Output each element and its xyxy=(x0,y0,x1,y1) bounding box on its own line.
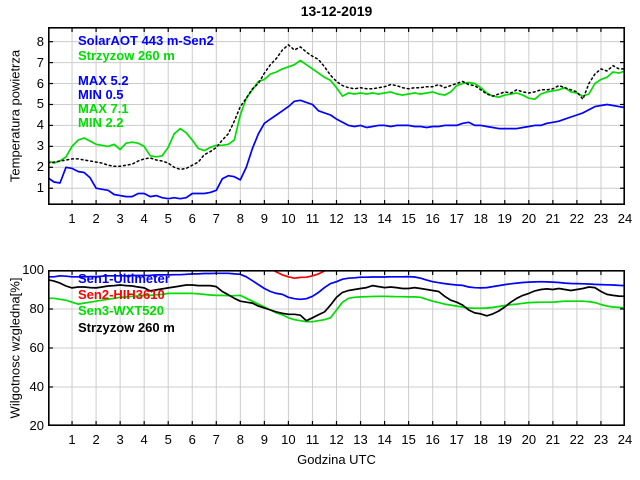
x-tick-label: 10 xyxy=(281,432,296,447)
legend-item: Sen2-HIH3610 xyxy=(78,287,165,302)
x-tick-label: 15 xyxy=(401,432,416,447)
x-tick-label: 21 xyxy=(545,211,561,226)
annotation: MIN 0.5 xyxy=(78,87,124,102)
legend-item: Sen1-Ultimeter xyxy=(78,271,170,286)
x-tick-label: 23 xyxy=(593,211,609,226)
gridlines xyxy=(48,27,625,205)
y-tick-label: 100 xyxy=(22,262,44,277)
x-tick-label: 11 xyxy=(305,211,320,226)
x-tick-label: 14 xyxy=(377,211,392,226)
legend-item: Sen3-WXT520 xyxy=(78,303,164,318)
x-tick-label: 12 xyxy=(329,432,344,447)
y-tick-label: 8 xyxy=(36,33,44,49)
x-tick-label: 7 xyxy=(212,432,220,447)
x-tick-label: 2 xyxy=(92,211,100,226)
x-tick-label: 24 xyxy=(617,432,633,447)
legend-item: SolarAOT 443 m-Sen2 xyxy=(78,33,214,48)
x-tick-label: 7 xyxy=(212,211,220,226)
annotation: MAX 7.1 xyxy=(78,101,129,116)
y-tick-label: 20 xyxy=(29,418,44,433)
x-tick-label: 9 xyxy=(260,432,268,447)
series-solaraot-443-m-sen2 xyxy=(48,99,625,200)
x-tick-label: 14 xyxy=(377,432,392,447)
x-tick-label: 8 xyxy=(236,432,244,447)
x-tick-label: 18 xyxy=(473,432,488,447)
x-tick-label: 6 xyxy=(188,211,196,226)
x-tick-label: 18 xyxy=(473,211,488,226)
y-tick-label: 4 xyxy=(36,117,44,133)
y-tick-label: 3 xyxy=(36,138,44,154)
y-tick-label: 40 xyxy=(29,379,44,394)
x-tick-label: 19 xyxy=(497,211,513,226)
x-tick-label: 6 xyxy=(188,432,196,447)
y-tick-label: 7 xyxy=(36,54,44,70)
legend-item: Strzyzow 260 m xyxy=(78,320,175,335)
y-tick-label: 1 xyxy=(36,180,44,196)
x-tick-label: 3 xyxy=(116,432,124,447)
annotation: MAX 5.2 xyxy=(78,73,129,88)
x-tick-label: 20 xyxy=(521,211,537,226)
plot1-canvas xyxy=(48,27,625,205)
plot2-canvas xyxy=(48,270,625,426)
x-tick-label: 2 xyxy=(92,432,100,447)
x-tick-label: 17 xyxy=(449,211,464,226)
x-tick-label: 16 xyxy=(425,211,440,226)
series-sen3-wxt520 xyxy=(48,292,625,323)
axis-box xyxy=(48,270,625,426)
x-tick-label: 3 xyxy=(116,211,124,226)
x-tick-label: 16 xyxy=(425,432,440,447)
x-tick-label: 1 xyxy=(68,432,76,447)
x-tick-label: 12 xyxy=(329,211,344,226)
x-tick-label: 5 xyxy=(164,211,172,226)
y-tick-label: 2 xyxy=(36,159,44,175)
figure-title: 13-12-2019 xyxy=(300,3,373,19)
y-tick-label: 6 xyxy=(36,75,44,91)
x-tick-label: 8 xyxy=(236,211,244,226)
x-tick-label: 15 xyxy=(401,211,416,226)
series-sen1-ultimeter xyxy=(48,272,625,301)
x-tick-label: 22 xyxy=(569,211,585,226)
x-tick-label: 19 xyxy=(497,432,513,447)
legend-item: Strzyzow 260 m xyxy=(78,48,175,63)
x-tick-label: 9 xyxy=(260,211,268,226)
y-tick-label: 80 xyxy=(29,301,44,316)
y-tick-label: 60 xyxy=(29,340,44,355)
series-strzyzow-260-m xyxy=(48,59,625,164)
x-tick-label: 22 xyxy=(569,432,585,447)
axis-box xyxy=(48,27,625,205)
x-tick-label: 11 xyxy=(305,432,320,447)
x-tick-label: 4 xyxy=(140,211,148,226)
annotation: MIN 2.2 xyxy=(78,115,124,130)
x-tick-label: 10 xyxy=(281,211,296,226)
series-strzyzow-260-m xyxy=(48,278,625,322)
x-tick-label: 23 xyxy=(593,432,609,447)
x-tick-label: 20 xyxy=(521,432,537,447)
x-tick-label: 17 xyxy=(449,432,464,447)
x-axis-label: Godzina UTC xyxy=(297,452,376,467)
x-tick-label: 4 xyxy=(140,432,148,447)
x-tick-label: 1 xyxy=(68,211,76,226)
x-tick-label: 21 xyxy=(545,432,561,447)
y-tick-label: 5 xyxy=(36,96,44,112)
x-tick-label: 24 xyxy=(617,211,633,226)
series-unlabeled-dotted xyxy=(48,44,625,171)
x-tick-label: 5 xyxy=(164,432,172,447)
x-tick-label: 13 xyxy=(353,432,368,447)
x-tick-label: 13 xyxy=(353,211,368,226)
temperature-chart: Temperatura powietrza 1 2 3 4 5 6 7 8 9 10 11 12 13 1… xyxy=(8,27,632,226)
